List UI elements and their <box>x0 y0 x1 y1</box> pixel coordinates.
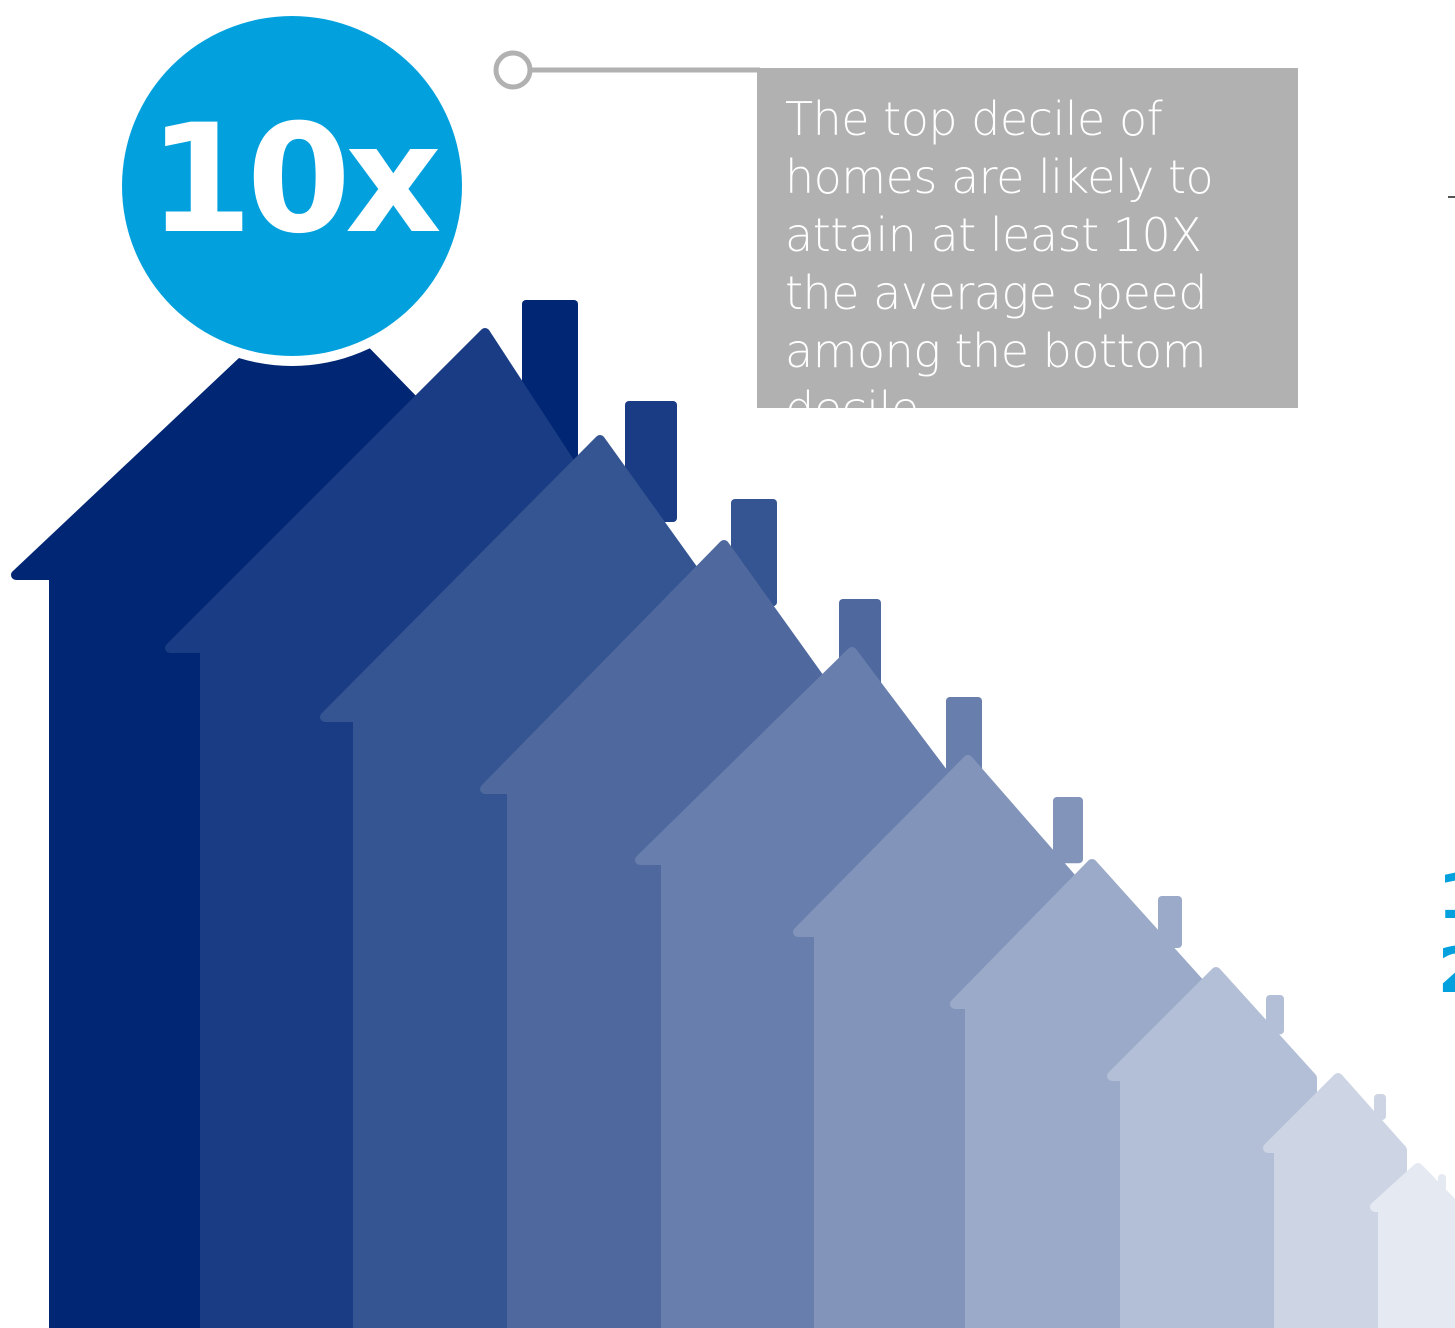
house-shape <box>1107 967 1317 1328</box>
house-10 <box>1370 1163 1455 1328</box>
house-chimney <box>1374 1094 1386 1120</box>
house-chimney <box>1266 995 1284 1035</box>
callout-text: The top decile of homes are likely to at… <box>785 92 1214 436</box>
edge-text-2: 2 <box>1438 940 1455 1002</box>
house-shape <box>1263 1073 1407 1328</box>
house-8 <box>1107 967 1317 1328</box>
edge-mark <box>1448 196 1455 198</box>
badge-text: 10x <box>148 93 441 267</box>
edge-text-1: 1 <box>1438 866 1455 928</box>
callout-connector <box>493 50 760 90</box>
callout-box: The top decile of homes are likely to at… <box>757 68 1298 436</box>
house-chimney <box>1158 896 1182 948</box>
house-9 <box>1263 1073 1407 1328</box>
house-shape <box>1370 1163 1455 1328</box>
house-chimney <box>1053 797 1083 864</box>
house-chimney <box>946 697 982 777</box>
ten-x-badge: 10x <box>122 16 462 356</box>
